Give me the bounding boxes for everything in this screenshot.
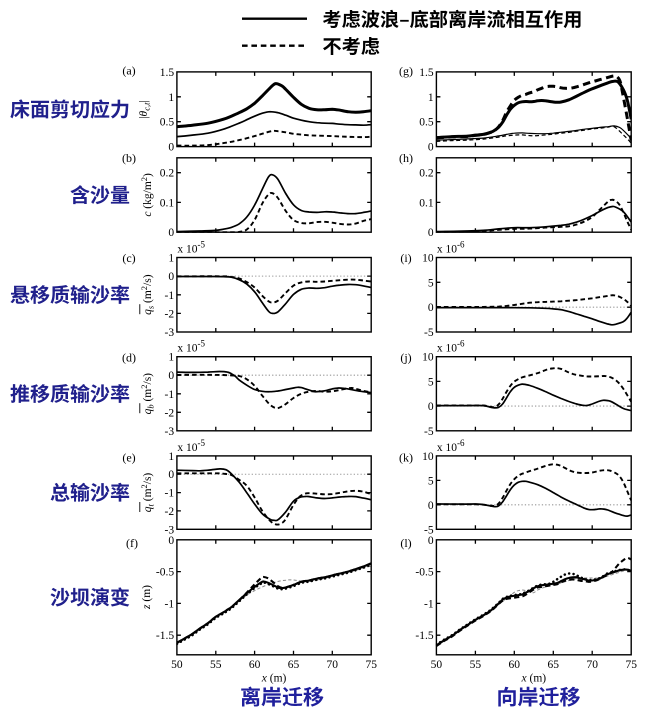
svg-text:50: 50 [431,659,443,671]
svg-text:0.1: 0.1 [419,197,434,209]
svg-text:-5: -5 [424,426,434,438]
svg-text:0: 0 [168,370,174,382]
svg-text:(d): (d) [122,351,136,365]
svg-text:-1: -1 [165,389,175,401]
svg-text:-1.5: -1.5 [156,630,174,642]
svg-text:0: 0 [428,302,434,314]
svg-text:-3: -3 [165,327,175,339]
svg-text:70: 70 [327,659,339,671]
svg-text:1: 1 [168,352,174,364]
svg-text:0: 0 [428,227,434,239]
svg-text:(l): (l) [400,536,411,550]
svg-text:(c): (c) [122,251,135,265]
svg-text:(j): (j) [400,351,411,365]
svg-text:-3: -3 [165,524,175,536]
svg-text:1.5: 1.5 [419,67,434,79]
svg-text:-5: -5 [424,327,434,339]
svg-text:|θc,t|: |θc,t| [138,100,152,119]
svg-text:(i): (i) [400,251,411,265]
svg-text:(b): (b) [122,151,136,165]
svg-text:-3: -3 [165,426,175,438]
svg-text:(e): (e) [122,451,135,465]
svg-text:0: 0 [428,500,434,512]
svg-text:x (m): x (m) [521,673,547,685]
svg-text:-1: -1 [165,290,175,302]
svg-text:1: 1 [168,451,174,463]
svg-text:10: 10 [422,253,434,265]
svg-text:0.2: 0.2 [160,168,175,180]
svg-text:qs (m2/s): qs (m2/s) [139,274,156,315]
svg-text:70: 70 [586,659,598,671]
svg-text:-1: -1 [165,488,175,500]
svg-text:0: 0 [168,142,174,154]
svg-text:(k): (k) [399,451,413,465]
svg-text:0: 0 [428,535,434,547]
svg-text:0: 0 [168,469,174,481]
svg-text:qt (m2/s): qt (m2/s) [139,473,156,513]
svg-text:55: 55 [470,659,482,671]
svg-text:0: 0 [428,401,434,413]
svg-text:c (kg/m2): c (kg/m2) [139,173,154,217]
svg-text:1: 1 [168,253,174,265]
svg-text:-0.5: -0.5 [415,567,433,579]
svg-text:65: 65 [288,659,300,671]
svg-text:0: 0 [168,271,174,283]
svg-text:55: 55 [210,659,222,671]
svg-text:75: 75 [365,659,377,671]
svg-text:-1: -1 [424,598,434,610]
svg-text:0.5: 0.5 [160,117,175,129]
svg-text:-1.5: -1.5 [415,630,433,642]
svg-text:-2: -2 [165,407,175,419]
svg-text:60: 60 [509,659,521,671]
svg-text:x (m): x (m) [261,673,287,685]
svg-text:5: 5 [428,376,434,388]
svg-text:-2: -2 [165,308,175,320]
svg-text:-1: -1 [165,598,175,610]
svg-text:(f): (f) [126,536,138,550]
svg-text:65: 65 [548,659,560,671]
svg-text:75: 75 [625,659,637,671]
svg-text:10: 10 [422,352,434,364]
svg-text:0.5: 0.5 [419,117,434,129]
svg-text:50: 50 [171,659,183,671]
svg-text:5: 5 [428,277,434,289]
svg-text:0.2: 0.2 [419,168,434,180]
svg-text:z (m): z (m) [141,585,153,610]
svg-text:(h): (h) [399,151,413,165]
svg-text:qb (m2/s): qb (m2/s) [139,373,156,415]
svg-text:0: 0 [428,142,434,154]
svg-text:0.1: 0.1 [160,197,175,209]
svg-text:60: 60 [249,659,261,671]
svg-text:-0.5: -0.5 [156,567,174,579]
svg-text:(g): (g) [399,64,413,78]
svg-text:1: 1 [428,92,434,104]
svg-text:10: 10 [422,451,434,463]
svg-text:1: 1 [168,92,174,104]
svg-text:5: 5 [428,475,434,487]
svg-text:0: 0 [168,535,174,547]
svg-text:1.5: 1.5 [160,67,175,79]
svg-text:0: 0 [168,227,174,239]
svg-text:-5: -5 [424,524,434,536]
svg-text:(a): (a) [122,64,135,78]
svg-text:-2: -2 [165,506,175,518]
